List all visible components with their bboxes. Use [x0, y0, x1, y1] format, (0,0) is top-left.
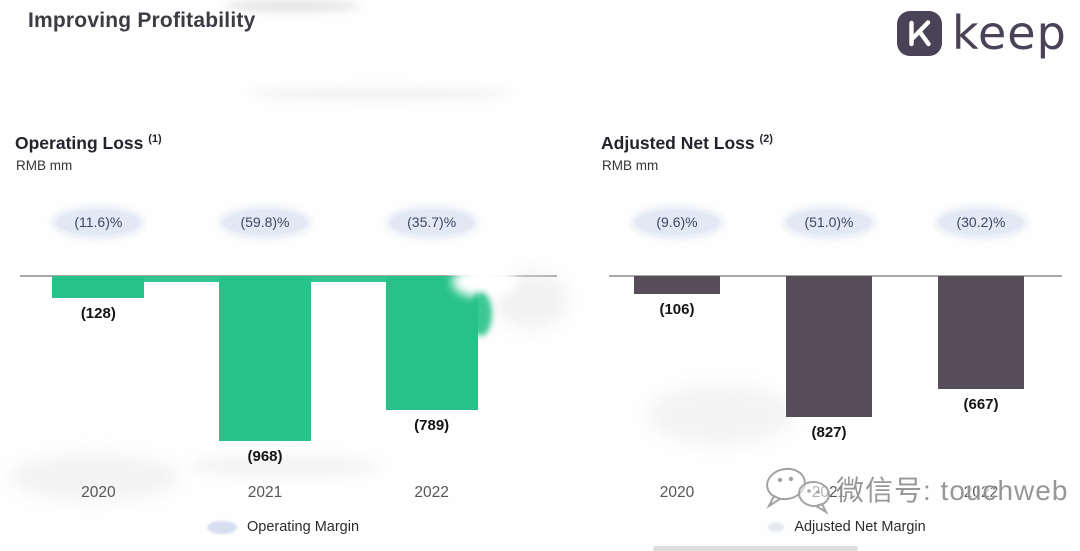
keep-logo: keep	[896, 10, 1067, 57]
margin-badge: (35.7)%	[389, 210, 474, 235]
bar-value-label: (106)	[659, 301, 695, 318]
bar-2021	[786, 276, 872, 417]
watermark-text: 微信号: touchweb	[836, 475, 1069, 506]
artifact-smudge	[250, 88, 510, 99]
wechat-icon	[766, 467, 830, 515]
chart-unit-label: RMB mm	[602, 158, 659, 173]
watermark: 微信号: touchweb	[762, 463, 1068, 515]
x-tick-label: 2021	[247, 484, 283, 501]
bar-value-label: (827)	[811, 424, 847, 441]
keep-wordmark: keep	[952, 6, 1067, 60]
bar-value-label: (789)	[414, 417, 450, 434]
margin-badge: (9.6)%	[634, 210, 719, 235]
x-tick-label: 2022	[963, 484, 999, 501]
bar-value-label: (667)	[963, 396, 999, 413]
plot-area: Operating Margin (11.6)% (128) 2020 (59.8)%…	[15, 130, 557, 551]
margin-badge: (59.8)%	[223, 210, 307, 235]
bar-2022	[385, 276, 478, 410]
margin-badge: (30.2)%	[939, 210, 1023, 235]
x-tick-label: 2022	[414, 484, 449, 501]
legend-label: Operating Margin	[246, 519, 360, 535]
bar-2021	[219, 276, 311, 441]
chart-title: Adjusted Net Loss (2)	[601, 133, 773, 154]
x-tick-label: 2020	[81, 484, 116, 501]
keep-logo-icon	[897, 11, 942, 56]
x-tick-label: 2020	[659, 484, 695, 501]
legend: Adjusted Net Margin	[619, 519, 1075, 535]
footnote-ref-icon: (1)	[148, 133, 162, 146]
footnote-ref-icon: (2)	[759, 133, 773, 146]
operating-loss-chart: Operating Loss (1) RMB mm Operating Marg…	[15, 130, 557, 551]
margin-badge: (11.6)%	[56, 210, 141, 235]
bar-2020	[52, 276, 145, 298]
chart-unit-label: RMB mm	[16, 158, 73, 173]
slide-title: Improving Profitability	[28, 9, 256, 32]
margin-badge: (51.0)%	[787, 210, 871, 235]
legend-label: Adjusted Net Margin	[794, 519, 926, 535]
bar-2022	[938, 276, 1024, 389]
bar-value-label: (968)	[247, 448, 283, 465]
chart-title-text: Adjusted Net Loss	[601, 133, 755, 153]
bar-2020	[633, 276, 720, 294]
chart-title: Operating Loss (1)	[15, 133, 162, 154]
legend-marker-icon	[768, 522, 785, 532]
bar-value-label: (128)	[80, 305, 116, 322]
legend: Operating Margin	[33, 519, 533, 535]
legend-marker-icon	[206, 520, 237, 534]
chart-title-text: Operating Loss	[15, 133, 144, 153]
